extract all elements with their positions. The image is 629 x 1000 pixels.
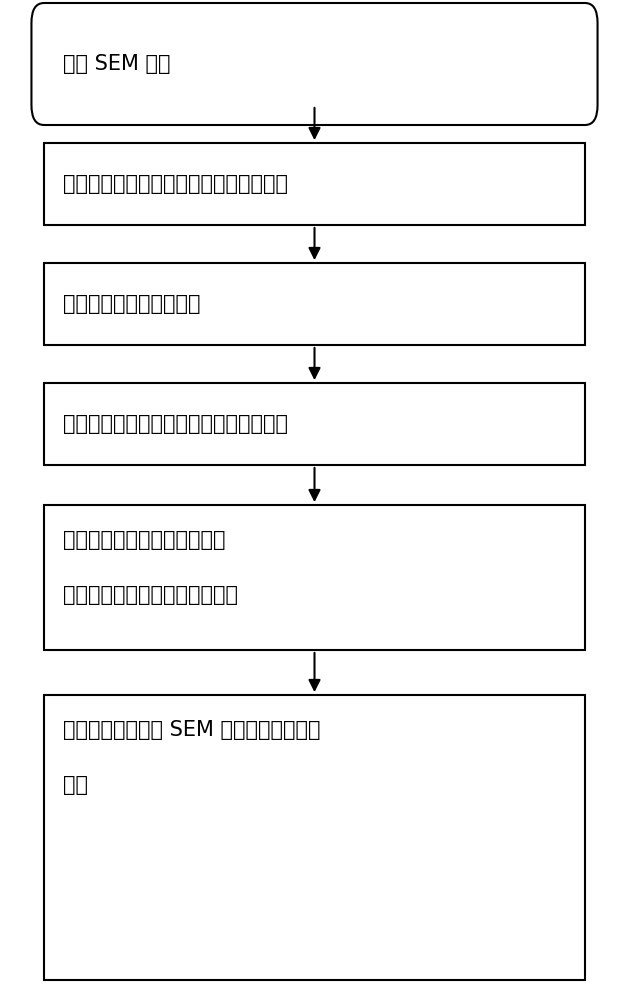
Text: 对像素个数总和进行排序: 对像素个数总和进行排序 — [63, 294, 201, 314]
FancyBboxPatch shape — [31, 3, 598, 125]
Text: 模型: 模型 — [63, 775, 88, 795]
Text: 设计算法处理大量 SEM 图像，设计并验证: 设计算法处理大量 SEM 图像，设计并验证 — [63, 720, 320, 740]
FancyBboxPatch shape — [44, 695, 585, 980]
FancyBboxPatch shape — [44, 383, 585, 465]
FancyBboxPatch shape — [44, 263, 585, 345]
FancyBboxPatch shape — [44, 143, 585, 225]
FancyBboxPatch shape — [44, 505, 585, 650]
Text: 计算各微相颗粒形态信息参数: 计算各微相颗粒形态信息参数 — [63, 530, 225, 550]
Text: 求各连续区域的像素均值和像素个数总和: 求各连续区域的像素均值和像素个数总和 — [63, 174, 288, 194]
Text: （圆形度、半径、微球间距等）: （圆形度、半径、微球间距等） — [63, 585, 238, 605]
Text: 根据像素个数总和进行筛选并标记各微相: 根据像素个数总和进行筛选并标记各微相 — [63, 414, 288, 434]
Text: 输入 SEM 图像: 输入 SEM 图像 — [63, 54, 170, 74]
